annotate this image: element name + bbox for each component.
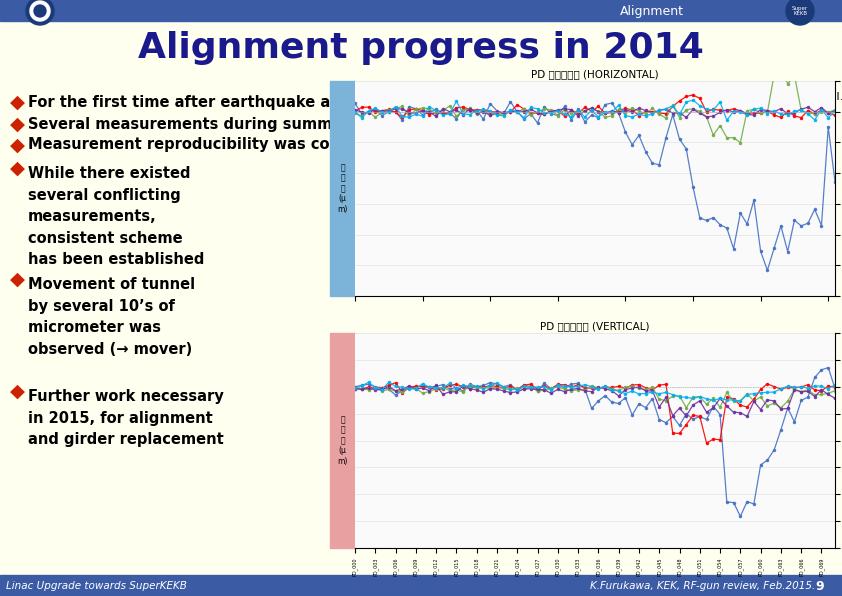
Text: Higo et al.: Higo et al. [786,92,842,102]
Text: Super
KEKB: Super KEKB [792,5,808,17]
Bar [0,0,842,21]
Bar [330,333,355,548]
Circle shape [34,5,46,17]
Text: Movement of tunnel
by several 10’s of
micrometer was
observed (→ mover): Movement of tunnel by several 10’s of mi… [28,277,195,357]
Text: ◆: ◆ [10,269,25,288]
Text: For the first time after earthquake at downstream sectors: For the first time after earthquake at d… [28,95,511,110]
Circle shape [26,0,54,25]
Title: PD 測定データ (HORIZONTAL): PD 測定データ (HORIZONTAL) [531,69,658,79]
Bar [330,81,355,296]
Text: Measurement reproducibility was confirmed up  to ~0.2 mm: Measurement reproducibility was confirme… [28,138,526,153]
Text: While there existed
several conflicting
measurements,
consistent scheme
has been: While there existed several conflicting … [28,166,205,268]
Circle shape [786,0,814,25]
Text: ◆: ◆ [10,135,25,154]
Text: 測
定
値
(μ
m): 測 定 値 (μ m) [338,415,348,466]
Text: ◆: ◆ [10,92,25,111]
Text: Further work necessary
in 2015, for alignment
and girder replacement: Further work necessary in 2015, for alig… [28,389,224,447]
Text: Linac Upgrade towards SuperKEKB: Linac Upgrade towards SuperKEKB [6,581,187,591]
Text: Alignment: Alignment [620,5,684,17]
Text: ◆: ◆ [10,381,25,401]
Title: PD 測定データ (VERTICAL): PD 測定データ (VERTICAL) [541,321,650,331]
Text: ~5mm: ~5mm [438,200,483,213]
Text: 9: 9 [816,579,824,592]
Text: Several measurements during summer: Several measurements during summer [28,116,349,132]
Text: ~10mm: ~10mm [438,427,492,440]
Text: 測
定
値
(μ
m): 測 定 値 (μ m) [338,163,348,214]
Text: ◆: ◆ [10,114,25,134]
Text: K.Furukawa, KEK, RF-gun review, Feb.2015.: K.Furukawa, KEK, RF-gun review, Feb.2015… [590,581,815,591]
Text: Alignment progress in 2014: Alignment progress in 2014 [138,31,704,65]
Circle shape [30,1,50,21]
Text: ◆: ◆ [10,159,25,178]
Bar [0,575,842,596]
